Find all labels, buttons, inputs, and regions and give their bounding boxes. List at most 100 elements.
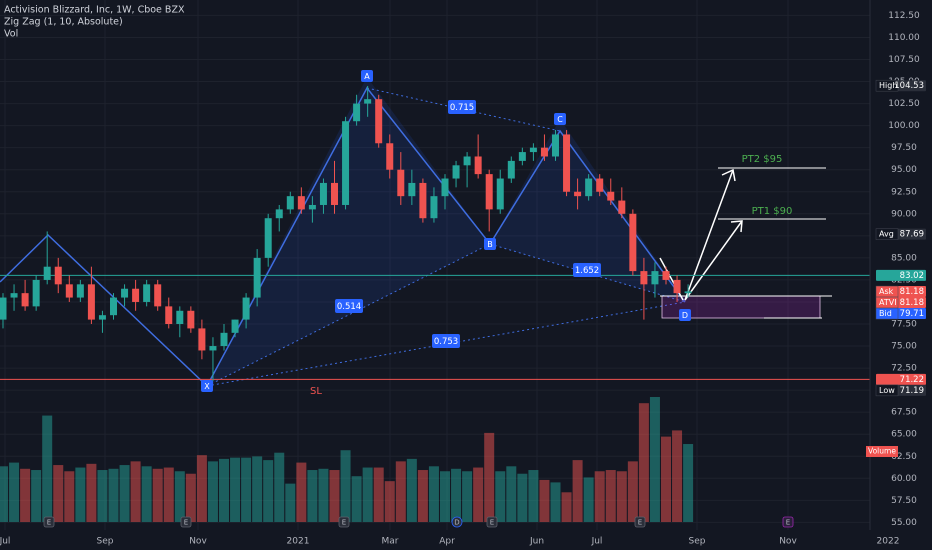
x-tick-label: Jun (529, 537, 544, 547)
volume-bar (307, 470, 318, 522)
price-tag-name-bg (875, 307, 899, 320)
candle-body (640, 271, 648, 285)
candle-body (574, 191, 582, 197)
stop-label: SL (310, 386, 322, 397)
x-tick-label: Jul (0, 537, 10, 547)
y-tick-label: 77.50 (891, 320, 917, 330)
volume-bar (9, 462, 20, 522)
volume-bar (572, 460, 583, 522)
candle-body (563, 134, 571, 192)
event-marker-label: D (454, 519, 459, 527)
candle-body (198, 328, 206, 351)
candle-body (618, 200, 626, 214)
candle-body (485, 174, 493, 210)
y-tick-label: 97.50 (891, 143, 917, 153)
volume-bar (42, 415, 53, 522)
volume-bar (163, 467, 174, 522)
volume-bar (97, 470, 108, 522)
point-label-bg (679, 309, 691, 321)
price-tag-name: Ask (879, 287, 894, 296)
ratio-label: 0.753 (434, 337, 458, 347)
point-label-bg (201, 380, 213, 392)
volume-bar (362, 467, 373, 522)
price-tag-value: 104.53 (894, 81, 924, 91)
y-tick-label: 62.50 (891, 452, 917, 462)
event-marker-label: E (786, 519, 790, 527)
candle-body (308, 204, 316, 210)
volume-bar (550, 482, 561, 522)
price-tag-name: Low (879, 386, 895, 395)
ratio-label-bg (335, 299, 363, 313)
candle-body (375, 99, 383, 144)
volume-bar (616, 471, 627, 522)
volume-bar (495, 471, 506, 522)
ratio-label-bg (448, 100, 476, 114)
price-tag (876, 373, 926, 385)
volume-bar (86, 463, 97, 522)
point-label: A (364, 72, 370, 81)
volume-bar (462, 471, 473, 522)
candle-body (253, 257, 261, 298)
point-label-bg (554, 113, 566, 125)
price-tag-value: 87.69 (900, 230, 924, 240)
price-tag-name-bg (875, 79, 899, 92)
price-tag (876, 269, 926, 281)
chart-title: Activision Blizzard, Inc, 1W, Cboe BZX (4, 5, 185, 16)
volume-bar (207, 461, 218, 522)
candle-body (474, 156, 482, 175)
y-tick-label: 60.00 (891, 474, 917, 484)
y-tick-label: 90.00 (891, 209, 917, 219)
price-tag-value: 81.18 (900, 298, 924, 308)
candle-body (441, 178, 449, 197)
volume-bar (119, 465, 130, 522)
candle-body (353, 103, 361, 122)
volume-bar (583, 477, 594, 522)
x-tick-label: Apr (439, 537, 455, 547)
volume-bar (20, 468, 31, 522)
event-marker-label: E (342, 519, 346, 527)
pattern-labels: X A B C D 0.715 1.652 0.514 0.753 E E E D E E E (43, 70, 794, 528)
volume-bar (141, 466, 152, 522)
x-tick-label: 2021 (287, 537, 310, 547)
candle-body (319, 182, 327, 205)
candle-body (419, 182, 427, 219)
candle-body (176, 310, 184, 325)
volume-bar (296, 462, 307, 522)
y-tick-label: 65.00 (891, 430, 917, 440)
volume-bar (230, 457, 241, 522)
volume-bar (108, 468, 119, 522)
y-tick-label: 112.50 (888, 11, 920, 21)
candle-body (408, 182, 416, 197)
y-tick-label: 85.00 (891, 253, 917, 263)
price-tag-value: 71.19 (900, 386, 924, 396)
volume-bar (285, 483, 296, 522)
candle-body (220, 332, 228, 347)
volume-bar (528, 470, 539, 522)
candle-body (386, 143, 394, 170)
volume-bar (263, 460, 274, 522)
price-tag-value: 83.02 (900, 271, 924, 281)
candle-body (585, 178, 593, 197)
volume-bar (185, 473, 196, 522)
event-marker-label: E (490, 519, 494, 527)
candle-body (0, 297, 7, 320)
candle-body (65, 284, 73, 298)
candle-body (496, 178, 504, 210)
candle-body (518, 152, 526, 161)
volume-tag-label: Volume (868, 447, 896, 456)
y-tick-label: 107.50 (888, 55, 920, 65)
candle-body (463, 156, 471, 166)
x-tick-label: Nov (779, 537, 797, 547)
point-label: X (204, 382, 210, 391)
y-tick-label: 92.50 (891, 187, 917, 197)
volume-bar (417, 470, 428, 522)
event-marker-label: E (47, 519, 51, 527)
candle-body (629, 213, 637, 272)
volume-bar (406, 458, 417, 522)
event-marker (634, 516, 646, 528)
price-tag-value: 71.22 (900, 375, 924, 385)
y-tick-label: 57.50 (891, 496, 917, 506)
pt1-label: PT1 $90 (752, 206, 793, 217)
ratio-label-bg (432, 334, 460, 348)
